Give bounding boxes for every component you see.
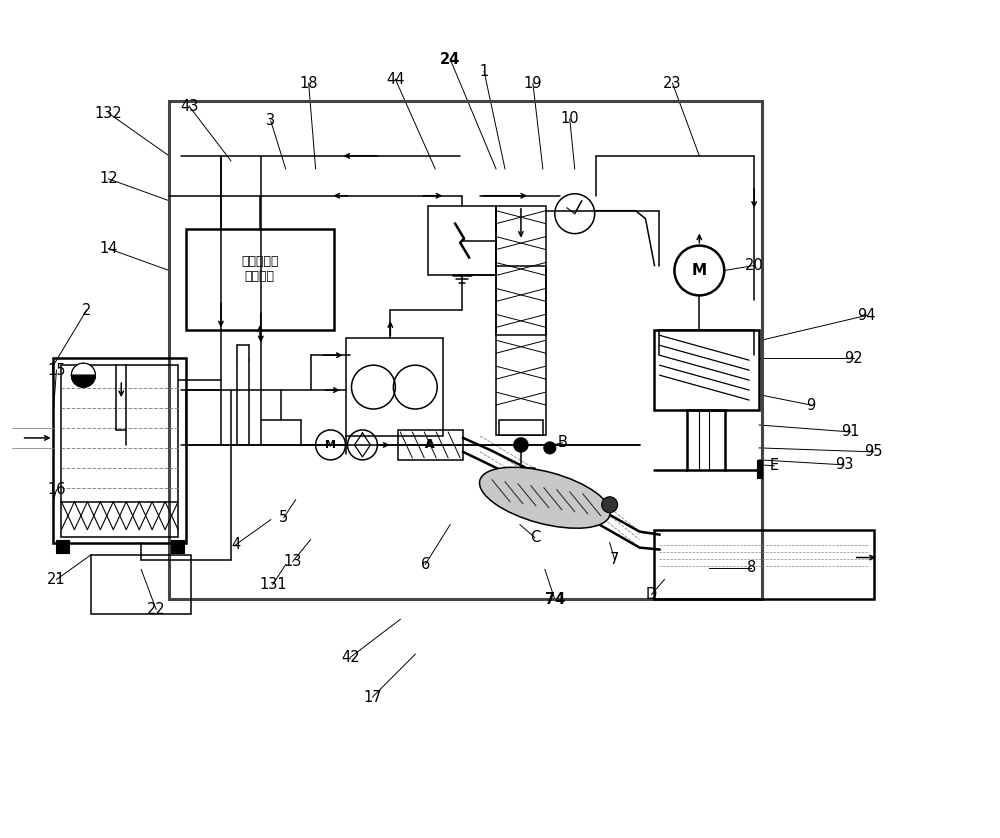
Text: 6: 6 xyxy=(421,557,430,572)
Bar xyxy=(61,365,178,536)
Bar xyxy=(169,101,762,599)
Bar xyxy=(398,430,463,460)
Bar xyxy=(346,339,443,436)
Text: 8: 8 xyxy=(747,560,756,575)
Text: 数据采集与
控制单元: 数据采集与 控制单元 xyxy=(241,255,279,282)
Circle shape xyxy=(544,442,556,454)
Text: 3: 3 xyxy=(266,113,275,128)
Text: 131: 131 xyxy=(259,577,287,592)
Text: 22: 22 xyxy=(147,602,166,617)
Text: 17: 17 xyxy=(363,690,382,705)
Circle shape xyxy=(71,363,95,387)
Text: 24: 24 xyxy=(440,52,460,67)
Text: E: E xyxy=(770,458,779,473)
Circle shape xyxy=(71,363,95,387)
Text: 2: 2 xyxy=(82,303,91,318)
Text: M: M xyxy=(325,440,336,450)
Text: 18: 18 xyxy=(299,75,318,91)
Bar xyxy=(499,420,543,435)
Bar xyxy=(53,358,186,542)
Text: C: C xyxy=(530,530,540,545)
Text: 9: 9 xyxy=(806,397,816,412)
Text: 42: 42 xyxy=(341,649,360,665)
Text: 19: 19 xyxy=(524,75,542,91)
Text: 14: 14 xyxy=(99,241,118,256)
Text: 4: 4 xyxy=(231,537,241,552)
Text: 10: 10 xyxy=(560,111,579,127)
Text: 12: 12 xyxy=(99,171,118,186)
Text: D: D xyxy=(646,587,657,602)
Text: 92: 92 xyxy=(845,350,863,365)
Text: 16: 16 xyxy=(47,482,66,497)
Text: M: M xyxy=(692,263,707,278)
Text: 74: 74 xyxy=(545,592,565,607)
Text: 43: 43 xyxy=(180,99,198,113)
Bar xyxy=(496,266,546,335)
Text: 1: 1 xyxy=(479,64,489,79)
Text: 95: 95 xyxy=(865,444,883,459)
Bar xyxy=(91,555,191,614)
Text: A: A xyxy=(425,438,435,452)
Text: 15: 15 xyxy=(47,363,66,378)
Text: 91: 91 xyxy=(842,425,860,439)
Text: 93: 93 xyxy=(835,458,853,473)
Bar xyxy=(171,540,184,552)
Text: B: B xyxy=(558,436,568,450)
Bar xyxy=(654,530,874,599)
Text: 13: 13 xyxy=(284,554,302,569)
Bar xyxy=(56,540,69,552)
Bar xyxy=(496,205,546,435)
Bar xyxy=(757,460,762,478)
Text: 7: 7 xyxy=(610,552,619,567)
Bar xyxy=(428,205,496,276)
Bar xyxy=(654,330,759,410)
Text: 94: 94 xyxy=(858,308,876,323)
Bar xyxy=(687,410,725,470)
Text: 44: 44 xyxy=(386,71,405,86)
Text: 5: 5 xyxy=(279,510,288,525)
Bar xyxy=(186,229,334,330)
Circle shape xyxy=(514,438,528,452)
Wedge shape xyxy=(71,375,95,387)
Text: 20: 20 xyxy=(745,258,764,273)
Text: 21: 21 xyxy=(47,572,66,587)
Circle shape xyxy=(602,497,618,513)
Text: 23: 23 xyxy=(663,75,682,91)
Ellipse shape xyxy=(480,468,610,528)
Text: 132: 132 xyxy=(94,106,122,121)
Text: A: A xyxy=(425,438,435,452)
